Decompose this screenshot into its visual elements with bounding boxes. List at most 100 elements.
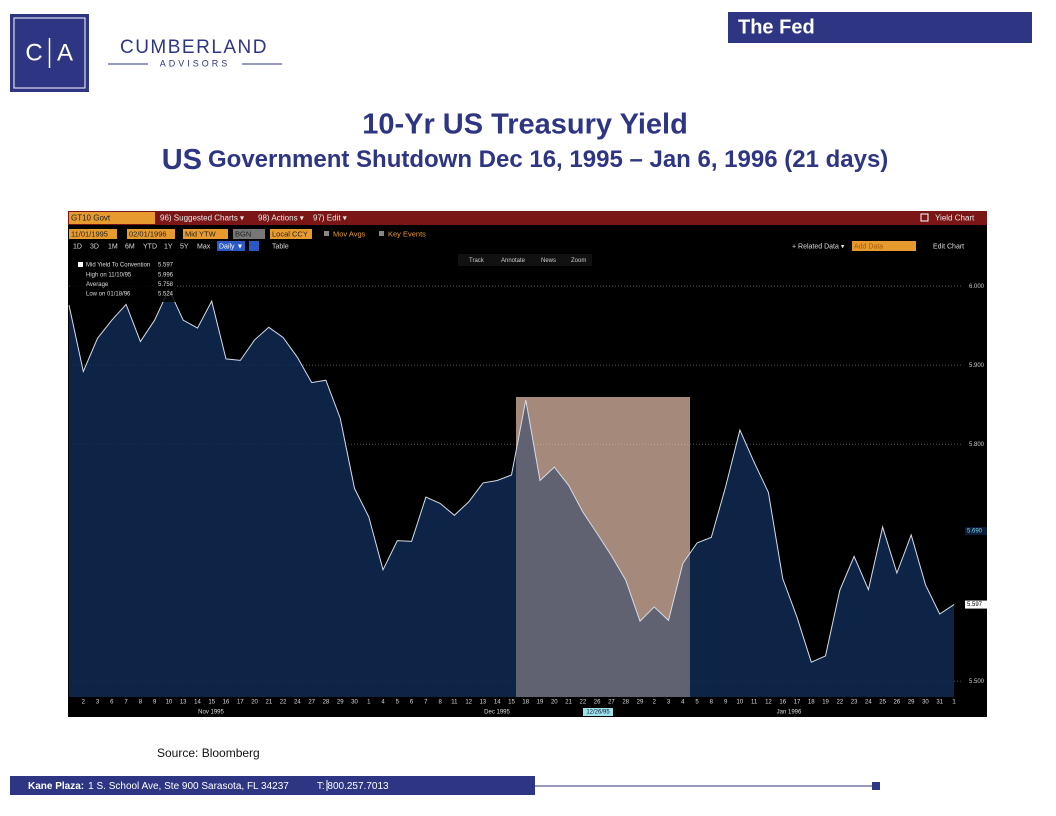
subtitle-prefix: US [162, 144, 202, 176]
add-data-box[interactable] [852, 241, 916, 251]
currency-box[interactable] [270, 229, 312, 239]
y-tick-label: 6.000 [969, 284, 985, 290]
x-tick-label: 3 [667, 700, 671, 706]
x-tick-label: 9 [153, 700, 157, 706]
frequency-box[interactable] [217, 241, 245, 251]
x-tick-label: 14 [494, 700, 501, 706]
period-button[interactable]: YTD [143, 243, 157, 250]
x-tick-label: 12 [765, 700, 772, 706]
legend-label: Average [86, 282, 109, 288]
x-tick-label: 18 [808, 700, 815, 706]
field[interactable]: Mid YTW [185, 229, 217, 238]
x-tick-label: 19 [537, 700, 544, 706]
x-tick-label: 16 [779, 700, 786, 706]
x-tick-label: 22 [280, 700, 287, 706]
tool[interactable]: Annotate [501, 258, 526, 264]
tool[interactable]: Track [469, 258, 485, 264]
subtitle-text: Government Shutdown Dec 16, 1995 – Jan 6… [208, 146, 888, 173]
period-button[interactable]: 1Y [164, 243, 173, 250]
period-button[interactable]: 1D [73, 243, 82, 250]
toggle[interactable]: Key Events [388, 229, 426, 238]
x-tick-label: 3 [96, 700, 100, 706]
x-tick-label: 4 [681, 700, 685, 706]
pricing-source[interactable]: BGN [235, 229, 251, 238]
x-tick-label: 26 [594, 700, 601, 706]
currency[interactable]: Local CCY [272, 229, 308, 238]
legend-label: High on 11/10/95 [86, 273, 132, 279]
date-box[interactable] [69, 229, 117, 239]
add-data[interactable]: Add Data [854, 243, 883, 250]
end-date[interactable]: 02/01/1996 [129, 229, 167, 238]
x-tick-label: 11 [751, 700, 758, 706]
marker-box [965, 600, 987, 609]
period-button[interactable]: 3D [90, 243, 99, 250]
x-tick-label: 7 [424, 700, 428, 706]
date-box[interactable] [127, 229, 175, 239]
edit-chart[interactable]: Edit Chart [933, 243, 964, 250]
cursor-box [583, 708, 613, 716]
x-tick-label: 29 [908, 700, 915, 706]
footer-bar [10, 776, 535, 795]
title: 10-Yr US Treasury Yield [362, 109, 688, 141]
tag-box [728, 12, 1032, 43]
x-tick-label: 6 [410, 700, 414, 706]
footer-label: Kane Plaza: [28, 781, 84, 792]
x-tick-label: 10 [166, 700, 173, 706]
period-button[interactable]: Max [197, 243, 211, 250]
x-tick-label: 24 [294, 700, 301, 706]
menu-item[interactable]: 97) Edit ▾ [313, 214, 347, 223]
menu-item[interactable]: 96) Suggested Charts ▾ [160, 214, 244, 223]
tool[interactable]: News [541, 258, 556, 264]
x-tick-label: 11 [451, 700, 458, 706]
period-button[interactable]: 1M [108, 243, 118, 250]
cursor-label: 12/26/95 [586, 710, 610, 716]
security-box[interactable] [69, 212, 155, 224]
area [69, 289, 954, 697]
footer-phone: T: 800.257.7013 [317, 781, 389, 792]
x-tick-label: 8 [710, 700, 714, 706]
chart-type-icon[interactable] [249, 241, 259, 251]
x-tick-label: 20 [551, 700, 558, 706]
x-tick-label: 6 [110, 700, 114, 706]
frequency[interactable]: Daily ▼ [219, 243, 243, 250]
menu-bar [68, 211, 987, 225]
shutdown-shade-overlay [516, 397, 690, 697]
footer-square [872, 782, 880, 790]
x-tick-label: 31 [936, 700, 943, 706]
footer-address: 1 S. School Ave, Ste 900 Sarasota, FL 34… [88, 781, 289, 792]
source-box[interactable] [233, 229, 265, 239]
x-tick-label: 7 [124, 700, 128, 706]
checkbox[interactable] [379, 231, 384, 236]
month-label: Jan 1996 [777, 710, 802, 716]
x-tick-label: 17 [794, 700, 801, 706]
security[interactable]: GT10 Govt [71, 214, 111, 223]
x-tick-label: 27 [308, 700, 315, 706]
tool-bar [458, 254, 592, 266]
table-button[interactable]: Table [272, 243, 289, 250]
x-tick-label: 25 [879, 700, 886, 706]
period-button[interactable]: 6M [125, 243, 135, 250]
related-data[interactable]: + Related Data ▾ [792, 243, 845, 250]
line [68, 288, 955, 663]
start-date[interactable]: 11/01/1995 [71, 229, 108, 238]
menu-item[interactable]: 98) Actions ▾ [258, 214, 304, 223]
x-tick-label: 24 [865, 700, 872, 706]
period-button[interactable]: 5Y [180, 243, 189, 250]
field-box[interactable] [183, 229, 228, 239]
x-tick-label: 19 [822, 700, 829, 706]
x-tick-label: 21 [565, 700, 572, 706]
subtitle: US Government Shutdown Dec 16, 1995 – Jan… [162, 144, 889, 176]
tool[interactable]: Zoom [571, 258, 586, 264]
x-tick-label: 28 [622, 700, 629, 706]
legend-label: Low on 01/18/96 [86, 292, 131, 298]
checkbox[interactable] [324, 231, 329, 236]
y-tick-label: 5.500 [969, 679, 985, 685]
toggle[interactable]: Mov Avgs [333, 229, 366, 238]
popout-icon[interactable] [920, 213, 929, 222]
legend-value: 5.524 [158, 292, 174, 298]
x-tick-label: 12 [465, 700, 472, 706]
brand-sub: ADVISORS [160, 58, 231, 68]
x-tick-label: 1 [367, 700, 371, 706]
legend-swatch [78, 262, 83, 267]
